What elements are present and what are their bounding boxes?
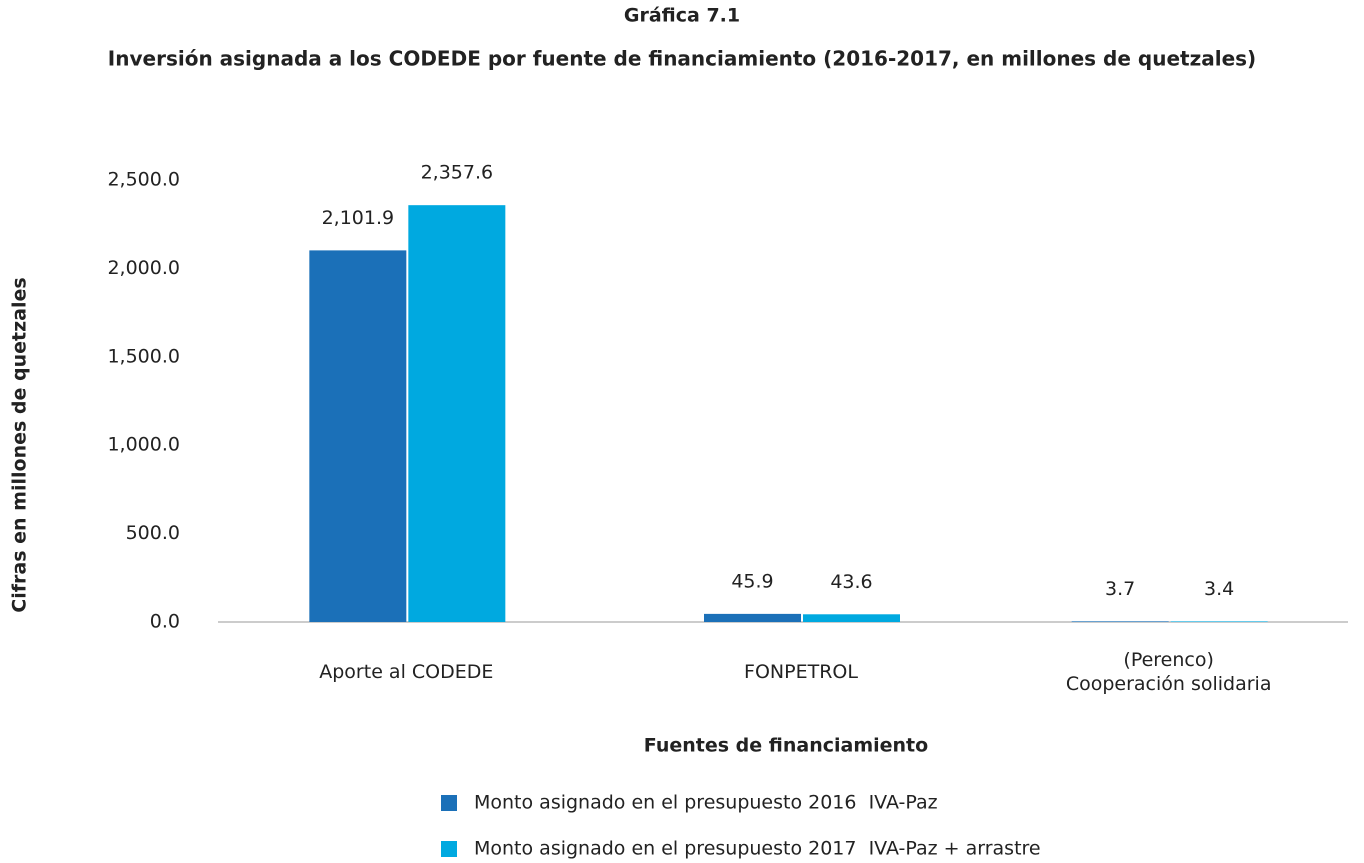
chart-title: Gráfica 7.1 (624, 5, 740, 27)
data-label: 45.9 (731, 570, 773, 592)
y-tick-label: 2,500.0 (107, 169, 180, 191)
y-tick-label: 1,500.0 (107, 345, 180, 367)
legend-swatch (441, 795, 457, 811)
y-tick-label: 500.0 (126, 522, 180, 544)
y-tick-label: 0.0 (150, 611, 180, 633)
data-label: 3.4 (1204, 578, 1234, 600)
y-tick-label: 1,000.0 (107, 434, 180, 456)
bar (309, 250, 407, 622)
data-label: 3.7 (1105, 578, 1135, 600)
x-axis-title: Fuentes de financiamiento (644, 735, 928, 757)
bar (704, 613, 801, 622)
bar (408, 205, 506, 622)
data-label: 43.6 (830, 571, 872, 593)
data-label: 2,357.6 (421, 162, 494, 184)
data-label: 2,101.9 (322, 207, 395, 229)
legend-label: Monto asignado en el presupuesto 2016 IV… (474, 792, 938, 814)
bar (1071, 621, 1169, 622)
x-tick-label: Aporte al CODEDE (319, 661, 494, 683)
legend-swatch (441, 841, 457, 857)
bar (1170, 621, 1268, 622)
x-tick-label: (Perenco) Cooperación solidaria (1065, 649, 1272, 695)
y-tick-label: 2,000.0 (107, 257, 180, 279)
legend-label: Monto asignado en el presupuesto 2017 IV… (474, 838, 1041, 860)
y-axis-title: Cifras en millones de quetzales (9, 277, 31, 612)
bar (803, 614, 900, 622)
x-tick-label: FONPETROL (744, 661, 858, 683)
chart-subtitle: Inversión asignada a los CODEDE por fuen… (108, 47, 1256, 71)
